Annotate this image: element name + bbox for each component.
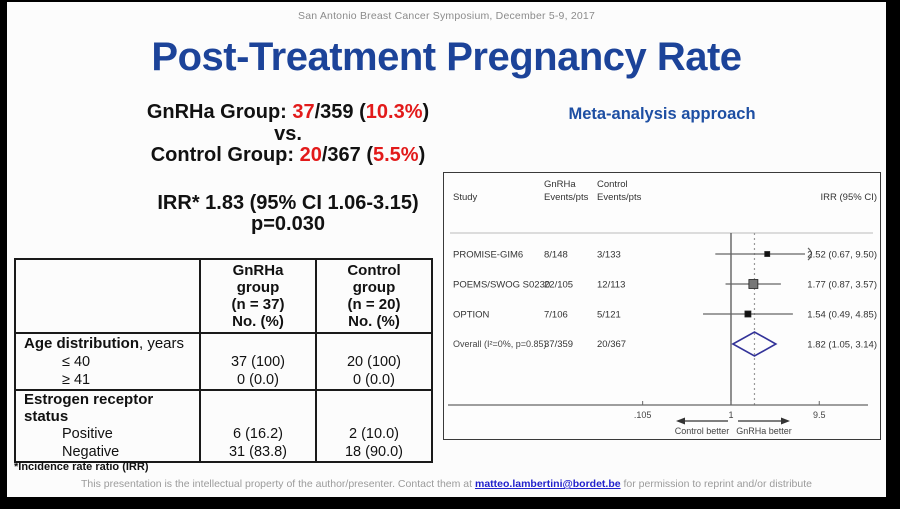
contact-email-link[interactable]: matteo.lambertini@bordet.be [474, 478, 621, 490]
patient-characteristics-table-wrap: GnRHa group (n = 37) No. (%) Control grou… [14, 258, 433, 463]
stat-text: /367 ( [321, 144, 373, 166]
table-cell: ≥ 41 [62, 372, 91, 388]
footer-disclaimer: This presentation is the intellectual pr… [7, 478, 886, 490]
forest-irr-label: 2.52 (0.67, 9.50) [807, 250, 877, 261]
forest-col-gnrha: GnRHa [544, 179, 576, 190]
forest-col-control: Events/pts [597, 192, 642, 203]
forest-col-gnrha: Events/pts [544, 192, 589, 203]
stat-highlight: 37 [292, 101, 315, 123]
forest-events-gnrha: 8/148 [544, 250, 568, 261]
forest-axis-tick-label: 1 [728, 410, 733, 420]
forest-axis-tick-label: .105 [634, 410, 652, 420]
stat-text: p=0.030 [251, 213, 325, 235]
table-cell: 6 (16.2) [199, 425, 316, 443]
table-cell: 2 (10.0) [315, 425, 432, 443]
stat-text: ) [422, 101, 430, 123]
forest-plot-canvas: Study GnRHa Events/pts Control Events/pts IRR… [448, 179, 877, 436]
page-title: Post-Treatment Pregnancy Rate [151, 35, 742, 79]
forest-events-gnrha: 7/106 [544, 310, 568, 321]
forest-events-control: 12/113 [597, 280, 625, 291]
stat-text: /359 ( [314, 101, 366, 123]
table-cell: 37 (100) [199, 353, 316, 371]
table-cell: Positive [62, 426, 113, 442]
stat-text: ) [418, 144, 426, 166]
forest-events-gnrha: 22/105 [544, 280, 573, 291]
forest-overall-diamond [731, 331, 778, 357]
forest-left-arrowhead-icon [676, 417, 685, 425]
forest-point-marker [744, 310, 752, 318]
forest-irr-label: 1.77 (0.87, 3.57) [807, 280, 877, 291]
table-group-row: Age distribution, years [15, 332, 432, 353]
table-empty-cell [315, 332, 432, 353]
meta-analysis-label: Meta-analysis approach [568, 105, 756, 123]
stat-text: GnRHa Group: [146, 101, 293, 123]
slide: San Antonio Breast Cancer Symposium, Dec… [7, 2, 886, 497]
forest-ci-clip-arrow [807, 247, 813, 261]
forest-overall-gnrha: 37/359 [544, 339, 573, 350]
table-cell: Negative [62, 444, 120, 460]
table-empty-cell [199, 332, 316, 353]
table-cell: 0 (0.0) [199, 371, 316, 390]
table-cell: 0 (0.0) [315, 371, 432, 390]
forest-overall-control: 20/367 [597, 339, 626, 350]
forest-study-label: POEMS/SWOG S0230 [453, 280, 550, 291]
forest-study-label: PROMISE-GIM6 [453, 250, 523, 261]
forest-right-arrowhead-icon [781, 417, 790, 425]
table-group-label: Age distribution, years [15, 332, 200, 353]
symposium-header: San Antonio Breast Cancer Symposium, Dec… [298, 10, 595, 22]
forest-plot: Study GnRHa Events/pts Control Events/pts IRR… [443, 172, 881, 440]
summary-block: GnRHa Group: 37/359 (10.3%) vs. Control … [18, 101, 558, 236]
table-cell: 18 (90.0) [315, 443, 432, 462]
gnrha-stat-line: GnRHa Group: 37/359 (10.3%) [18, 101, 558, 124]
table-corner-cell [15, 259, 200, 333]
forest-irr-label: 1.54 (0.49, 4.85) [807, 310, 877, 321]
stat-text: Control Group: [150, 144, 300, 166]
table-empty-cell [315, 389, 432, 425]
forest-col-control: Control [597, 179, 628, 190]
footer-text-pre: This presentation is the intellectual pr… [81, 478, 475, 490]
table-group-label: Estrogen receptor status [15, 389, 200, 425]
table-row: Negative 31 (83.8) 18 (90.0) [15, 443, 432, 462]
forest-events-control: 3/133 [597, 250, 621, 261]
patient-characteristics-table: GnRHa group (n = 37) No. (%) Control grou… [14, 258, 433, 463]
forest-overall-irr-label: 1.82 (1.05, 3.14) [807, 340, 877, 351]
forest-events-control: 5/121 [597, 310, 621, 321]
stat-highlight: 20 [299, 144, 322, 166]
table-col-header: Control group (n = 20) No. (%) [315, 259, 432, 333]
stat-highlight: 5.5% [373, 144, 419, 166]
forest-col-study: Study [453, 192, 478, 203]
forest-direction-label-control: Control better [675, 426, 730, 436]
footer-text-post: for permission to reprint and/or distrib… [620, 478, 812, 490]
forest-study-label: OPTION [453, 310, 490, 321]
control-stat-line: Control Group: 20/367 (5.5%) [18, 144, 558, 167]
table-row: Positive 6 (16.2) 2 (10.0) [15, 425, 432, 443]
forest-point-marker [764, 251, 771, 257]
forest-overall-label: Overall (I²=0%, p=0.85) [453, 339, 547, 349]
forest-direction-label-gnrha: GnRHa better [736, 426, 792, 436]
table-cell: ≤ 40 [62, 354, 91, 370]
vs-line: vs. [18, 122, 558, 146]
table-cell: 20 (100) [315, 353, 432, 371]
irr-footnote: *Incidence rate ratio (IRR) [14, 461, 149, 473]
forest-col-irr: IRR (95% CI) [821, 192, 877, 203]
forest-axis-tick-label: 9.5 [813, 410, 826, 420]
stat-text: vs. [274, 122, 302, 145]
table-empty-cell [199, 389, 316, 425]
p-value-line: p=0.030 [18, 213, 558, 236]
table-group-row: Estrogen receptor status [15, 389, 432, 425]
table-col-header: GnRHa group (n = 37) No. (%) [199, 259, 316, 333]
irr-stat-line: IRR* 1.83 (95% CI 1.06-3.15) [18, 191, 558, 215]
forest-point-marker [748, 279, 759, 289]
table-cell: 31 (83.8) [199, 443, 316, 462]
table-row: ≤ 40 37 (100) 20 (100) [15, 353, 432, 371]
table-row: ≥ 41 0 (0.0) 0 (0.0) [15, 371, 432, 390]
stat-text: IRR* 1.83 (95% CI 1.06-3.15) [157, 191, 419, 214]
table-header-row: GnRHa group (n = 37) No. (%) Control grou… [15, 259, 432, 333]
stat-highlight: 10.3% [365, 101, 423, 123]
